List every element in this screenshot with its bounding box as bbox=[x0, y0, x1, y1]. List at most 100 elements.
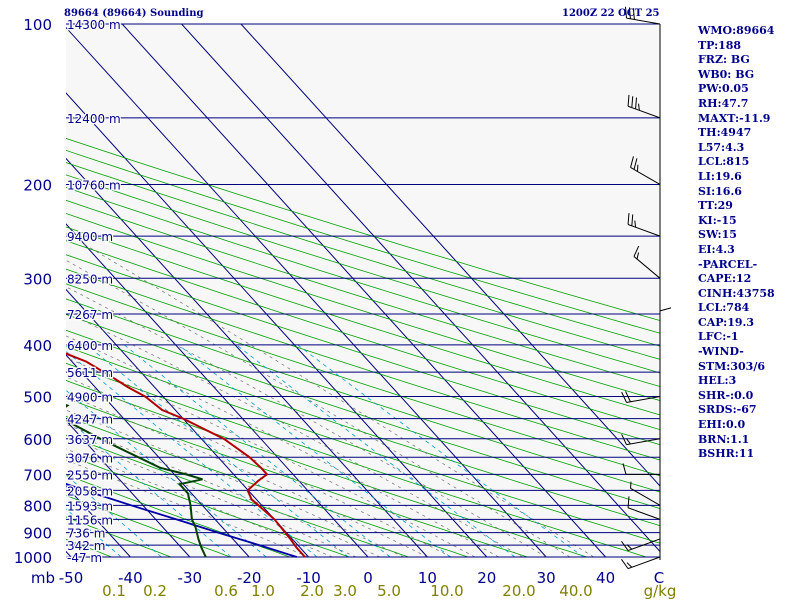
moist-adiabat bbox=[66, 448, 333, 558]
index-item: CAP:19.3 bbox=[698, 315, 755, 329]
index-item: STM:303/6 bbox=[698, 359, 765, 373]
temperature-tick-label: -40 bbox=[118, 569, 143, 587]
height-label: 9400 m bbox=[67, 230, 113, 244]
index-item: WMO:89664 bbox=[698, 24, 775, 37]
index-item: CINH:43758 bbox=[698, 286, 775, 300]
isotherm-line bbox=[121, 24, 606, 558]
index-item: WB0: BG bbox=[698, 67, 755, 81]
index-item: RH:47.7 bbox=[698, 96, 749, 110]
index-item: HEL:3 bbox=[698, 374, 737, 388]
mixing-ratio-tick-label: 40.0 bbox=[559, 582, 592, 600]
temperature-tick-label: 0 bbox=[363, 569, 373, 587]
index-item: -PARCEL- bbox=[698, 257, 758, 271]
moist-adiabat bbox=[66, 409, 404, 558]
moist-adiabat bbox=[66, 286, 547, 558]
isotherm-line bbox=[66, 157, 428, 558]
pressure-tick-label: 1000 bbox=[14, 549, 52, 567]
profiles bbox=[66, 352, 306, 558]
height-label: 12400 m bbox=[67, 112, 121, 126]
index-item: PW:0.05 bbox=[698, 82, 749, 96]
mixing-ratio-tick-label: 3.0 bbox=[333, 582, 357, 600]
pressure-tick-label: 800 bbox=[23, 497, 52, 515]
isotherm-line bbox=[181, 24, 660, 553]
mixing-ratio-tick-label: 5.0 bbox=[377, 582, 401, 600]
parcel-trace bbox=[66, 483, 297, 558]
isotherm-line bbox=[240, 24, 660, 487]
wind-barb bbox=[630, 156, 661, 185]
temperature-tick-label: 20 bbox=[477, 569, 496, 587]
height-label: 14300 m bbox=[67, 18, 121, 32]
height-label: 3076 m bbox=[67, 451, 113, 465]
pressure-tick-label: 700 bbox=[23, 466, 52, 484]
index-item: BSHR:11 bbox=[698, 447, 755, 461]
pressure-tick-label: 400 bbox=[23, 337, 52, 355]
wind-barb bbox=[621, 391, 661, 403]
index-item: TT:29 bbox=[698, 199, 733, 213]
pressure-tick-label: 100 bbox=[23, 16, 52, 34]
index-item: KI:-15 bbox=[698, 213, 737, 227]
height-label: 342 m bbox=[67, 539, 105, 553]
wind-barb bbox=[621, 556, 661, 570]
isotherm-line bbox=[66, 223, 369, 558]
pressure-tick-label: 500 bbox=[23, 389, 52, 407]
height-label: 3637 m bbox=[67, 433, 113, 447]
pressure-axis-label: mb bbox=[31, 569, 55, 587]
index-item: SRDS:-67 bbox=[698, 403, 757, 417]
wind-barb bbox=[622, 463, 660, 475]
height-label: 1156 m bbox=[67, 513, 113, 527]
temperature-tick-label: -10 bbox=[296, 569, 321, 587]
temperature-tick-label: -30 bbox=[178, 569, 203, 587]
temperature-tick-label: 10 bbox=[418, 569, 437, 587]
height-label: 4900 m bbox=[67, 391, 113, 405]
isotherm-line bbox=[66, 419, 191, 558]
isobars bbox=[66, 23, 660, 558]
pressure-tick-label: 600 bbox=[23, 431, 52, 449]
wind-barb bbox=[627, 213, 661, 237]
dewpoint-trace bbox=[66, 404, 207, 558]
temperature-tick-label: 30 bbox=[537, 569, 556, 587]
index-item: CAPE:12 bbox=[698, 272, 752, 286]
isotherm-line bbox=[66, 354, 250, 558]
temperature-trace bbox=[66, 352, 306, 558]
index-item: SI:16.6 bbox=[698, 184, 742, 198]
station-title: 89664 (89664) Sounding bbox=[64, 8, 204, 19]
mixing-ratio-tick-label: 20.0 bbox=[502, 582, 535, 600]
index-item: -WIND- bbox=[698, 345, 744, 359]
pressure-tick-label: 900 bbox=[23, 525, 52, 543]
temperature-axis-unit: C bbox=[654, 569, 664, 587]
wind-barb bbox=[621, 434, 661, 446]
wind-barb bbox=[630, 481, 661, 506]
height-label: 7267 m bbox=[67, 308, 113, 322]
index-item: LCL:815 bbox=[698, 155, 750, 169]
pressure-tick-label: 300 bbox=[23, 270, 52, 288]
mixing-ratio-tick-label: 0.2 bbox=[143, 582, 167, 600]
mixing-ratio-tick-label: 0.6 bbox=[214, 582, 238, 600]
index-item: LCL:784 bbox=[698, 301, 750, 315]
sounding-time: 1200Z 22 OCT 25 bbox=[562, 8, 660, 19]
index-item: EHI:0.0 bbox=[698, 418, 746, 432]
index-item: TP:188 bbox=[698, 38, 742, 52]
mixing-ratio-tick-label: 0.1 bbox=[102, 582, 126, 600]
pressure-tick-label: 200 bbox=[23, 176, 52, 194]
mixing-ratio-tick-label: 1.0 bbox=[251, 582, 275, 600]
index-item: SHR-:0.0 bbox=[698, 388, 754, 402]
plot-background bbox=[66, 24, 660, 560]
isotherm-line bbox=[66, 26, 547, 558]
height-label: 1593 m bbox=[67, 499, 113, 513]
index-item: LFC:-1 bbox=[698, 330, 739, 344]
wind-barb bbox=[624, 6, 661, 25]
height-label: 5611 m bbox=[67, 366, 113, 380]
height-label: 10760 m bbox=[67, 178, 121, 192]
isotherm-line bbox=[66, 92, 488, 558]
mixing-ratio-unit: g/kg bbox=[644, 582, 677, 600]
wind-barb bbox=[633, 245, 661, 279]
moist-adiabat bbox=[66, 259, 571, 558]
index-item: LI:19.6 bbox=[698, 169, 742, 183]
height-label: 4247 m bbox=[67, 413, 113, 427]
height-label: 736 m bbox=[67, 527, 105, 541]
temperature-tick-label: -50 bbox=[59, 569, 84, 587]
index-item: MAXT:-11.9 bbox=[698, 111, 771, 125]
height-label: 8250 m bbox=[67, 272, 113, 286]
